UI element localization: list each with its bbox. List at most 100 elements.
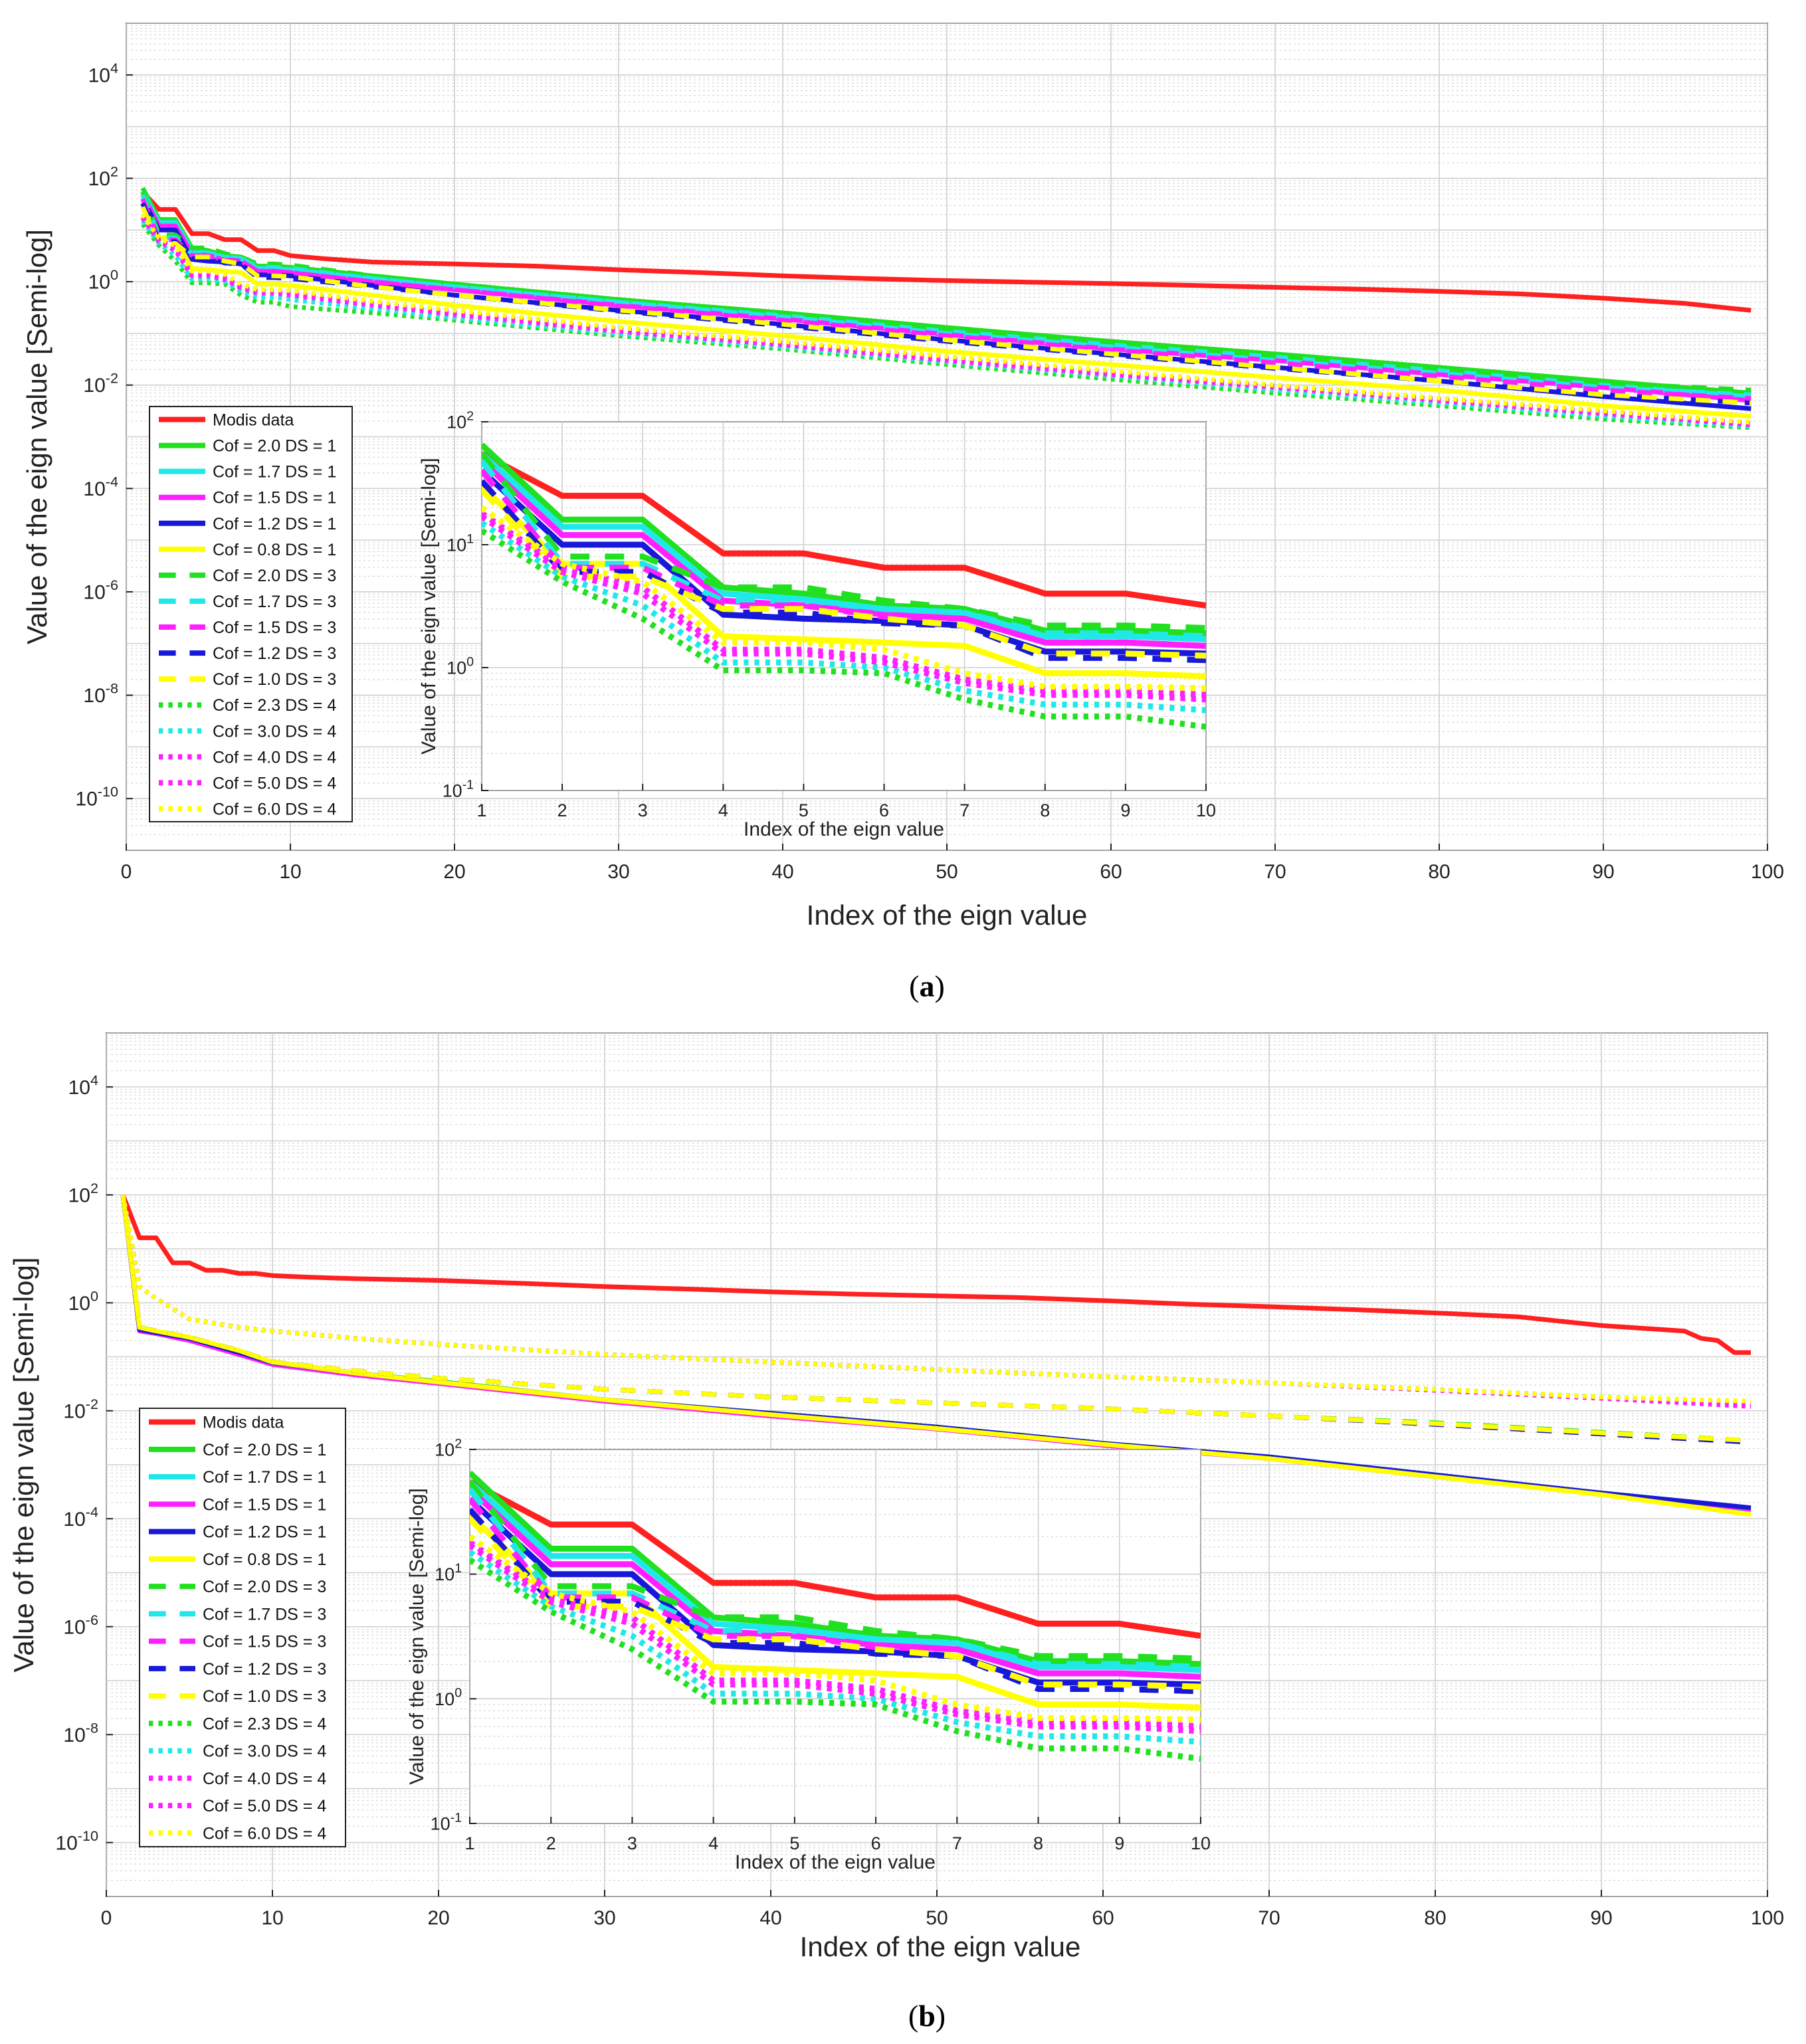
panel-a-axes-ytick-label-base: 10: [83, 685, 105, 707]
panel-a-inset-axes-xtick-label: 8: [1040, 800, 1050, 820]
panel-b-axes-xtick-label: 50: [926, 1907, 948, 1929]
panel-a-axes-xtick-label: 20: [443, 861, 465, 883]
panel-b-axes-ytick-label-base: 10: [68, 1184, 90, 1206]
panel-a-inset-axes-ytick-label: 102: [447, 409, 474, 432]
panel-b-caption-close: ): [936, 1999, 946, 2033]
panel-a-axes-xtick-label: 90: [1592, 861, 1614, 883]
panel-b-inset-axes-xtick-label: 3: [627, 1833, 637, 1853]
panel-a-inset-series-series-line: [482, 528, 1206, 730]
panel-a-inset-axes-ytick-label-base: 10: [447, 658, 466, 678]
panel-b-legend-label: Cof = 2.3 DS = 4: [203, 1715, 326, 1733]
panel-b-legend-label: Cof = 1.2 DS = 3: [203, 1660, 326, 1679]
panel-b-inset-axes-xtick-label: 2: [546, 1833, 556, 1853]
panel-a-axes-ytick-label-exp: 2: [110, 163, 118, 179]
panel-a-inset-axes-ytick-label-exp: -1: [462, 777, 474, 792]
panel-b-axes-xtick-label: 100: [1751, 1907, 1784, 1929]
panel-b-legend-label: Cof = 0.8 DS = 1: [203, 1550, 326, 1569]
panel-b-inset-series-series-line: [470, 1487, 1201, 1670]
panel-b-inset-axes-ytick-label-base: 10: [431, 1813, 451, 1833]
panel-b-legend-label: Cof = 6.0 DS = 4: [203, 1824, 326, 1843]
panel-b-axes-xtick-label: 30: [593, 1907, 615, 1929]
panel-a-axes-xtick-label: 60: [1100, 861, 1122, 883]
panel-a-axes-xtick-label: 40: [771, 861, 793, 883]
panel-a-axes-ytick-label-base: 10: [83, 581, 105, 603]
panel-b-series-series-line: [120, 1194, 1752, 1404]
panel-b-inset-axes-xtick-label: 1: [464, 1833, 474, 1853]
panel-a-inset-axes-ytick-label-base: 10: [447, 412, 466, 432]
panel-a-inset-axes-xtick-label: 6: [879, 800, 889, 820]
panel-a-axes-ytick-label: 10-8: [83, 680, 118, 707]
panel-b-axes-ytick-label-exp: -6: [86, 1612, 98, 1628]
panel-b-axes-ytick-label-base: 10: [63, 1616, 85, 1638]
panel-a-axes-ytick-label-exp: -8: [106, 680, 118, 697]
panel-b-series: [120, 1194, 1752, 1517]
panel-a-ylabel: Value of the eign value [Semi-log]: [21, 229, 52, 644]
panel-b-axes-ytick-label: 100: [68, 1287, 98, 1315]
panel-b-inset-axes-xtick-label: 10: [1191, 1833, 1211, 1853]
panel-b-axes-ytick-label-base: 10: [63, 1724, 85, 1746]
panel-b-inset-series-series-line: [470, 1479, 1201, 1639]
panel-a-caption-close: ): [935, 969, 945, 1003]
panel-b-inset-axes-xtick-label: 8: [1033, 1833, 1043, 1853]
panel-a-xlabel: Index of the eign value: [807, 899, 1088, 931]
panel-a-caption: (a): [909, 969, 945, 1003]
panel-b-axes-ytick-label: 10-6: [63, 1612, 98, 1639]
panel-b-inset-series: [470, 1470, 1201, 1762]
panel-b-axes-ytick-label: 10-8: [63, 1719, 98, 1746]
panel-b-legend-label: Cof = 1.5 DS = 3: [203, 1633, 326, 1651]
panel-a-inset-axes-xtick-label: 4: [718, 800, 728, 820]
panel-a-axes-ytick-label-exp: 4: [110, 60, 118, 76]
panel-a-legend-label: Cof = 6.0 DS = 4: [213, 800, 336, 818]
panel-b-legend-label: Cof = 3.0 DS = 4: [203, 1742, 326, 1761]
panel-b-legend-label: Cof = 2.0 DS = 1: [203, 1441, 326, 1459]
panel-a-inset-xlabel: Index of the eign value: [744, 818, 944, 840]
panel-a-axes-xtick-label: 80: [1428, 861, 1450, 883]
panel-b-legend: Modis data Cof = 2.0 DS = 1 Cof = 1.7 DS =…: [139, 1408, 346, 1847]
panel-a-axes-ytick-label-exp: -4: [106, 473, 118, 490]
panel-b-legend-label: Cof = 1.0 DS = 3: [203, 1687, 326, 1706]
panel-b-legend-box: [139, 1408, 346, 1847]
panel-a-series-series-line: [140, 204, 1752, 418]
panel-b-legend-label: Modis data: [203, 1414, 284, 1432]
panel-a-series-series-line: [140, 223, 1752, 430]
panel-a-inset-series-series-line: [482, 505, 1206, 692]
panel-a-inset-series-series-line: [482, 513, 1206, 703]
panel-a-inset-series-series-line: [482, 520, 1206, 713]
panel-a-legend-label: Cof = 2.3 DS = 4: [213, 696, 336, 715]
panel-a-inset-series-series-line: [482, 479, 1206, 664]
panel-a-inset-series-series-line: [482, 451, 1206, 608]
panel-a-series-series-line: [140, 198, 1752, 401]
panel-a-inset-ylabel: Value of the eign value [Semi-log]: [418, 458, 440, 754]
panel-a-caption-open: (: [909, 969, 919, 1003]
panel-b-legend-label: Cof = 2.0 DS = 3: [203, 1578, 326, 1596]
panel-b-inset-axes-ytick-label-base: 10: [435, 1440, 454, 1459]
panel-b-inset-series-series-line: [470, 1542, 1201, 1734]
panel-b-inset-series-series-line: [470, 1557, 1201, 1762]
panel-b-axes-xtick-label: 90: [1590, 1907, 1612, 1929]
panel-a-inset-axes-ytick-label: 101: [447, 531, 474, 555]
panel-b-inset-series-series-line: [470, 1479, 1201, 1662]
panel-a-inset-axes-ytick-label-base: 10: [443, 781, 462, 800]
panel-a-inset-axes-ytick-label: 10-1: [443, 777, 474, 800]
panel-a-axes-ytick-label: 10-6: [83, 577, 118, 604]
panel-a-axes-xtick-label: 0: [121, 861, 132, 883]
panel-a-axes-xtick-label: 50: [936, 861, 957, 883]
panel-a-legend-label: Cof = 5.0 DS = 4: [213, 774, 336, 792]
panel-a-legend-label: Cof = 1.0 DS = 3: [213, 670, 336, 689]
panel-b-inset-series-series-line: [470, 1516, 1201, 1690]
panel-b-inset-axes-xtick-label: 6: [871, 1833, 881, 1853]
panel-a-axes-ytick-label-exp: -2: [106, 370, 118, 387]
panel-b-inset-axes-ytick-label-exp: 1: [454, 1561, 462, 1576]
panel-a-legend-label: Cof = 3.0 DS = 4: [213, 722, 336, 741]
panel-b-axes-ytick-label: 104: [68, 1071, 98, 1099]
panel-b-axes-ytick-label-exp: -4: [86, 1503, 98, 1520]
panel-b-inset-series-series-line: [470, 1534, 1201, 1723]
panel-b-caption-open: (: [908, 1999, 918, 2033]
panel-a-legend-label: Cof = 2.0 DS = 1: [213, 437, 336, 456]
panel-b-inset-axes-xtick-label: 9: [1114, 1833, 1124, 1853]
panel-a-series-series-line: [140, 213, 1752, 425]
panel-b-axes-ytick-label: 10-4: [63, 1503, 98, 1531]
panel-a-legend-label: Cof = 1.5 DS = 3: [213, 618, 336, 637]
panel-b-inset-axes-ytick-label: 10-1: [431, 1810, 462, 1833]
panel-b-inset-axes-ytick-label-exp: 2: [454, 1436, 462, 1451]
